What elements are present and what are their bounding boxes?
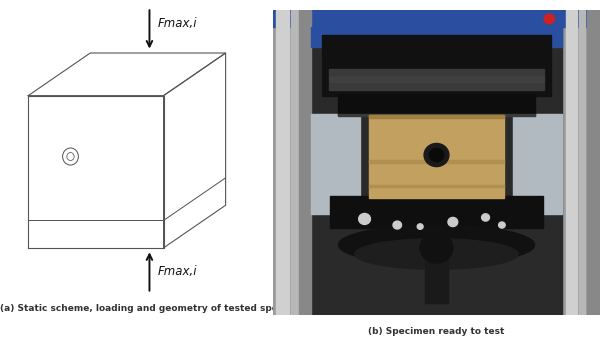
Bar bbox=[370, 185, 503, 187]
Text: (a) Static scheme, loading and geometry of tested specimens: (a) Static scheme, loading and geometry … bbox=[0, 304, 314, 313]
Bar bbox=[330, 196, 543, 228]
Bar bbox=[276, 10, 289, 315]
Bar bbox=[299, 10, 311, 315]
Circle shape bbox=[544, 14, 554, 24]
Text: Fmax,i: Fmax,i bbox=[158, 265, 197, 278]
Circle shape bbox=[499, 222, 505, 228]
Bar bbox=[425, 248, 448, 303]
Bar bbox=[338, 114, 535, 116]
Circle shape bbox=[448, 217, 458, 227]
Bar bbox=[566, 10, 577, 315]
Bar bbox=[291, 10, 298, 315]
Circle shape bbox=[430, 148, 443, 162]
Circle shape bbox=[482, 214, 490, 221]
Bar bbox=[273, 10, 600, 27]
Bar bbox=[273, 10, 311, 315]
Bar bbox=[329, 83, 544, 90]
Circle shape bbox=[424, 144, 449, 166]
Bar bbox=[579, 10, 585, 315]
Circle shape bbox=[420, 233, 453, 263]
Bar bbox=[311, 10, 562, 315]
Bar bbox=[514, 114, 562, 215]
Bar bbox=[370, 115, 503, 118]
Text: (b) Specimen ready to test: (b) Specimen ready to test bbox=[368, 327, 505, 336]
Bar bbox=[329, 76, 544, 82]
Ellipse shape bbox=[338, 225, 535, 265]
Text: Fmax,i: Fmax,i bbox=[158, 17, 197, 30]
Bar bbox=[322, 35, 551, 95]
Bar bbox=[587, 10, 600, 315]
Circle shape bbox=[417, 224, 423, 229]
Bar bbox=[311, 27, 562, 47]
Bar bbox=[370, 116, 503, 198]
Bar bbox=[311, 114, 359, 215]
Circle shape bbox=[359, 213, 370, 225]
Bar bbox=[370, 160, 503, 163]
Circle shape bbox=[393, 221, 401, 229]
Bar bbox=[562, 10, 600, 315]
Bar bbox=[329, 70, 544, 75]
Ellipse shape bbox=[355, 239, 518, 269]
Bar bbox=[338, 94, 535, 116]
